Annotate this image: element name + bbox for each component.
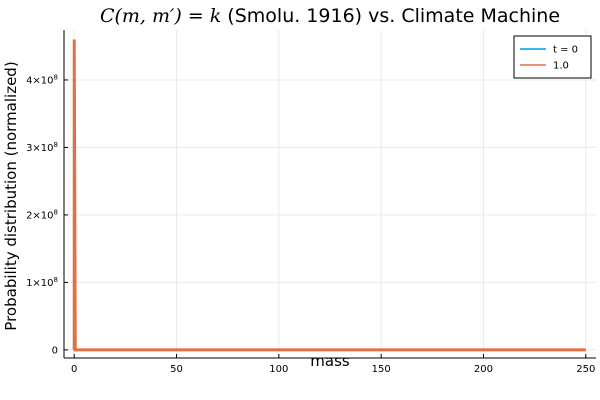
series-line-1 — [72, 39, 586, 352]
tick-labels: 0 50 100 150 200 250 0 1×108 2×108 3×108 4×108 — [26, 73, 595, 375]
series-line-0 — [73, 39, 586, 351]
x-tick-label: 250 — [576, 364, 595, 375]
legend: t = 0 1.0 — [513, 35, 592, 79]
y-tick-label: 0 — [52, 345, 58, 356]
legend-box — [513, 35, 592, 79]
x-tick-label: 0 — [71, 364, 77, 375]
y-tick-label: 2×108 — [26, 208, 58, 221]
x-axis-label: mass — [310, 352, 350, 370]
chart-title-math: C(m, m′) = k — [100, 5, 221, 27]
y-tick-label: 4×108 — [26, 73, 58, 86]
grid — [64, 30, 596, 358]
legend-label-1-0: 1.0 — [553, 61, 569, 72]
y-tick-label: 1×108 — [26, 276, 58, 289]
y-tick-label: 3×108 — [26, 141, 58, 154]
x-tick-label: 50 — [170, 364, 183, 375]
x-tick-label: 150 — [372, 364, 391, 375]
series-layer — [72, 39, 586, 352]
x-tick-label: 200 — [474, 364, 493, 375]
axes — [63, 30, 596, 359]
chart-title-text: (Smolu. 1916) vs. Climate Machine — [221, 5, 560, 27]
y-axis-label: Probability distribution (normalized) — [2, 61, 20, 330]
x-tick-label: 100 — [269, 364, 288, 375]
chart-title: C(m, m′) = k (Smolu. 1916) vs. Climate M… — [100, 5, 560, 27]
legend-label-t0: t = 0 — [553, 45, 578, 56]
